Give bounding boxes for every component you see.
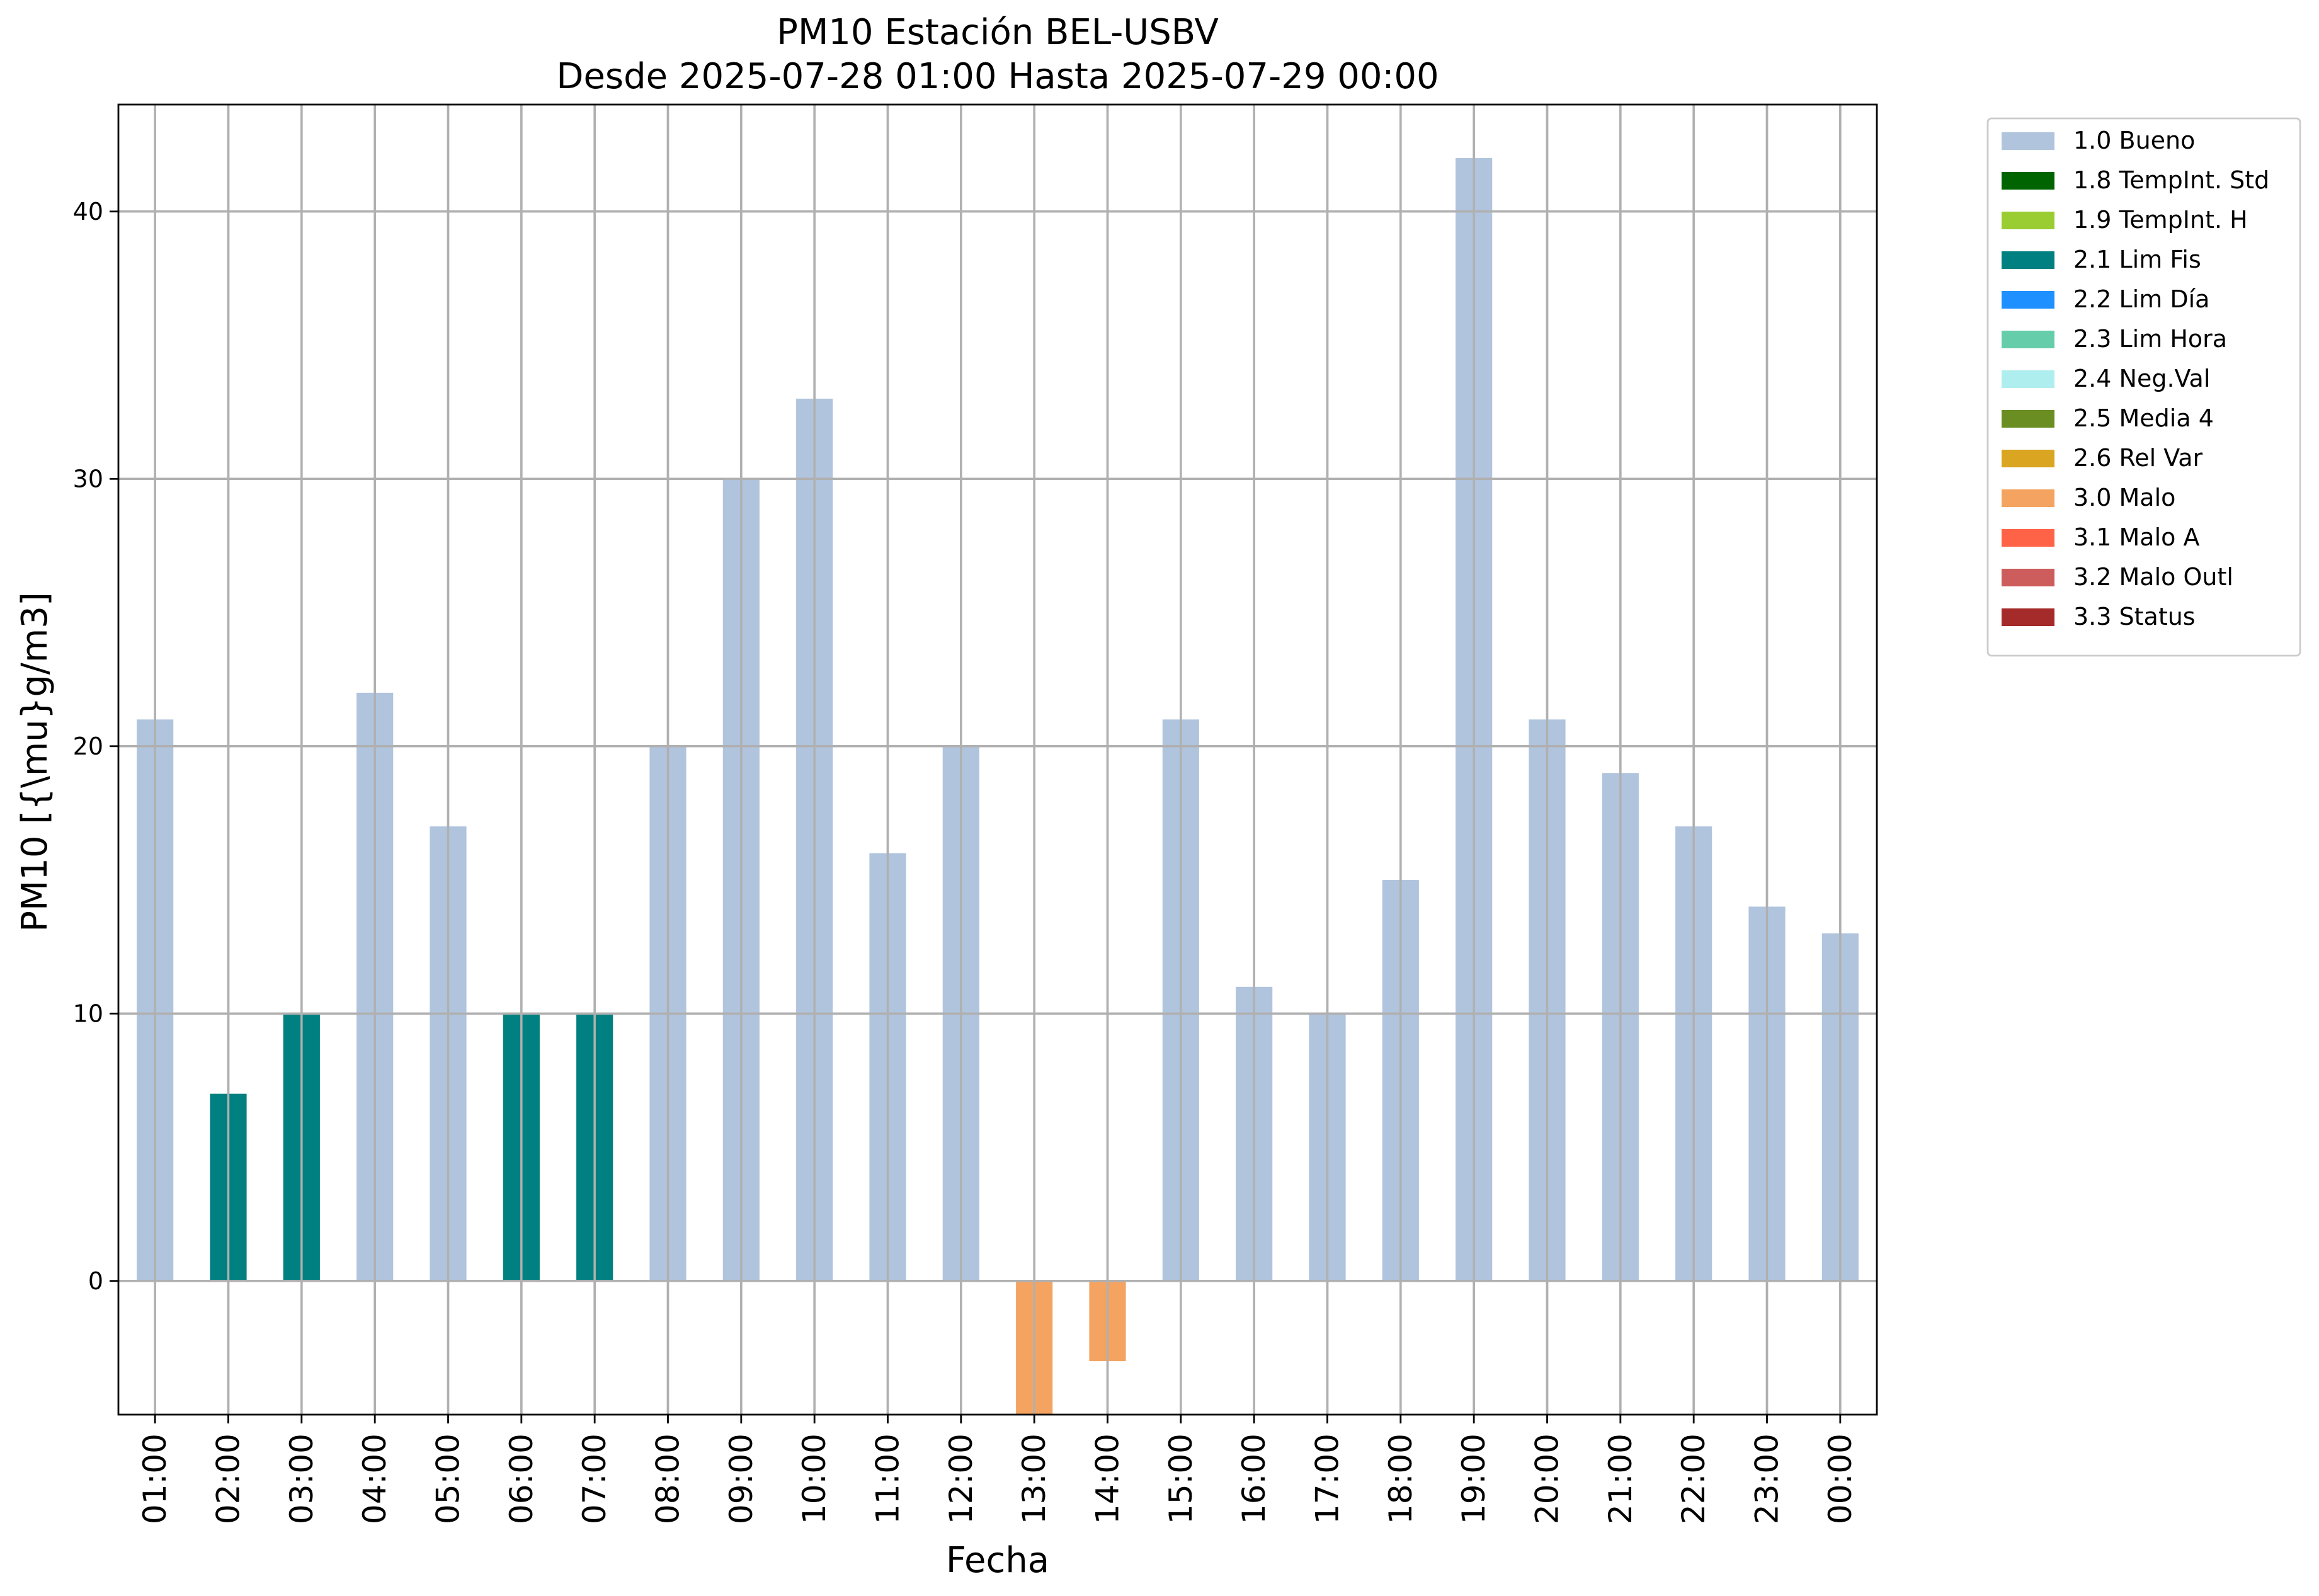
y-tick-label: 0 xyxy=(88,1267,103,1295)
legend-label: 3.2 Malo Outl xyxy=(2073,563,2233,591)
legend-label: 3.1 Malo A xyxy=(2073,523,2199,551)
x-tick-label: 20:00 xyxy=(1529,1434,1566,1524)
legend-swatch xyxy=(2002,608,2054,626)
legend-swatch xyxy=(2002,172,2054,190)
x-tick-label: 15:00 xyxy=(1163,1434,1199,1524)
x-ticks: 01:00 02:00 03:00 04:00 05:00 06:00 07:00 08:00… xyxy=(137,1415,1859,1524)
x-tick-label: 16:00 xyxy=(1236,1434,1272,1524)
x-tick-label: 10:00 xyxy=(796,1434,833,1524)
legend-label: 1.8 TempInt. Std xyxy=(2073,166,2269,194)
y-tick-label: 30 xyxy=(73,465,103,493)
legend-box xyxy=(1986,117,2301,657)
x-tick-label: 04:00 xyxy=(356,1434,393,1524)
legend-item: 1.0 Bueno xyxy=(2002,127,2195,154)
y-ticks: 0 10 20 30 40 xyxy=(73,198,118,1295)
legend-item: 2.2 Lim Día xyxy=(2002,285,2209,313)
legend-item: 3.3 Status xyxy=(2002,603,2196,630)
y-axis-label: PM10 [{\mu}g/m3] xyxy=(14,592,55,932)
legend-label: 2.6 Rel Var xyxy=(2073,444,2203,472)
x-tick-label: 17:00 xyxy=(1309,1434,1346,1524)
legend-item: 2.1 Lim Fis xyxy=(2002,246,2201,273)
x-tick-label: 19:00 xyxy=(1456,1434,1492,1524)
x-tick-label: 13:00 xyxy=(1016,1434,1052,1524)
x-tick-label: 07:00 xyxy=(576,1434,613,1524)
legend-label: 1.0 Bueno xyxy=(2073,127,2195,154)
legend-item: 2.4 Neg.Val xyxy=(2002,365,2210,392)
legend-label: 3.0 Malo xyxy=(2073,484,2175,511)
legend-swatch xyxy=(2002,331,2054,348)
legend-item: 2.5 Media 4 xyxy=(2002,404,2214,432)
legend-swatch xyxy=(2002,370,2054,388)
legend-item: 2.6 Rel Var xyxy=(2002,444,2203,472)
x-tick-label: 08:00 xyxy=(650,1434,687,1524)
x-tick-label: 14:00 xyxy=(1090,1434,1126,1524)
legend-label: 2.3 Lim Hora xyxy=(2073,325,2227,353)
legend-label: 1.9 TempInt. H xyxy=(2073,206,2248,234)
legend-item: 1.9 TempInt. H xyxy=(2002,206,2248,234)
legend-swatch xyxy=(2002,132,2054,150)
x-tick-label: 12:00 xyxy=(943,1434,979,1524)
x-tick-label: 22:00 xyxy=(1675,1434,1712,1524)
legend: 1.0 Bueno 1.8 TempInt. Std 1.9 TempInt. H 2… xyxy=(1986,117,2301,657)
legend-label: 3.3 Status xyxy=(2073,603,2196,630)
x-tick-label: 00:00 xyxy=(1822,1434,1859,1524)
legend-swatch xyxy=(2002,251,2054,269)
y-tick-label: 40 xyxy=(73,198,103,225)
chart-title: PM10 Estación BEL-USBV xyxy=(777,12,1219,53)
x-tick-label: 06:00 xyxy=(503,1434,540,1524)
legend-swatch xyxy=(2002,291,2054,309)
x-tick-label: 03:00 xyxy=(283,1434,320,1524)
legend-swatch xyxy=(2002,529,2054,547)
x-tick-label: 01:00 xyxy=(137,1434,173,1524)
legend-swatch xyxy=(2002,569,2054,586)
legend-item: 1.8 TempInt. Std xyxy=(2002,166,2269,194)
legend-swatch xyxy=(2002,450,2054,467)
legend-swatch xyxy=(2002,410,2054,428)
legend-item: 2.3 Lim Hora xyxy=(2002,325,2227,353)
x-tick-label: 05:00 xyxy=(430,1434,467,1524)
x-axis-label: Fecha xyxy=(946,1540,1049,1581)
legend-label: 2.1 Lim Fis xyxy=(2073,246,2201,273)
legend-item: 3.0 Malo xyxy=(2002,484,2175,511)
axes xyxy=(117,103,1878,1416)
chart-subtitle: Desde 2025-07-28 01:00 Hasta 2025-07-29 … xyxy=(556,56,1439,97)
x-tick-label: 11:00 xyxy=(870,1434,906,1524)
x-tick-label: 23:00 xyxy=(1749,1434,1786,1524)
legend-swatch xyxy=(2002,212,2054,229)
legend-swatch xyxy=(2002,489,2054,507)
legend-item: 3.2 Malo Outl xyxy=(2002,563,2233,591)
legend-label: 2.5 Media 4 xyxy=(2073,404,2214,432)
legend-label: 2.4 Neg.Val xyxy=(2073,365,2210,392)
x-tick-label: 09:00 xyxy=(723,1434,760,1524)
x-tick-label: 18:00 xyxy=(1382,1434,1419,1524)
legend-item: 3.1 Malo A xyxy=(2002,523,2199,551)
x-tick-label: 21:00 xyxy=(1602,1434,1639,1524)
legend-label: 2.2 Lim Día xyxy=(2073,285,2209,313)
x-tick-label: 02:00 xyxy=(210,1434,247,1524)
bars xyxy=(118,105,1877,1415)
y-tick-label: 20 xyxy=(73,732,103,760)
plot-frame xyxy=(117,103,1878,1416)
y-tick-label: 10 xyxy=(73,1000,103,1027)
